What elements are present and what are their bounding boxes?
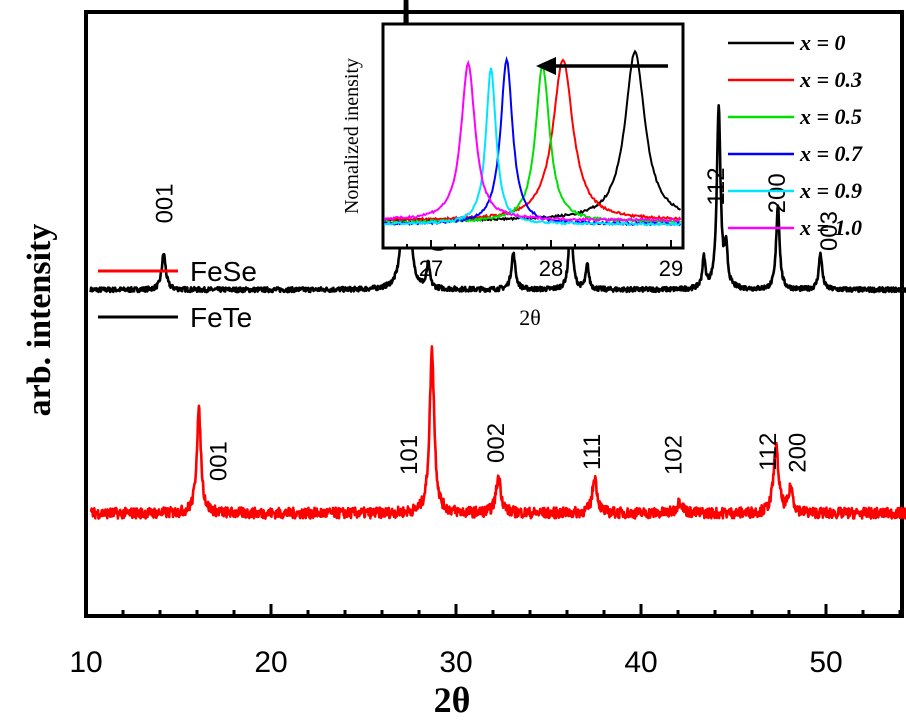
y-axis-title: arb. intensity (21, 224, 58, 417)
composition-legend: x = 0 x = 0.3 x = 0.5 x = 0.7 x = 0.9 x = 1.0 (728, 30, 863, 240)
inset-x-tick-label: 29 (659, 256, 683, 281)
inset-x-axis (406, 240, 672, 248)
inset-x-axis-title: 2θ (519, 305, 541, 330)
composition-label: x = 0 (799, 30, 846, 55)
peak-label: 002 (483, 423, 510, 463)
inset-series (383, 49, 682, 227)
peak-label: 001 (152, 183, 179, 223)
inset-chart: 27 28 29 Nomalized inensity 2θ (341, 22, 685, 330)
x-tick-label: 40 (624, 646, 657, 679)
inset-series-line (384, 58, 682, 222)
inset-series-line (383, 59, 681, 223)
peak-label: 111 (579, 434, 606, 470)
peak-label: 112 (703, 167, 730, 205)
series-line-fese (89, 345, 906, 520)
x-tick-label: 10 (69, 646, 102, 679)
inset-x-tick-label: 28 (539, 256, 563, 281)
series-line-fete (89, 0, 906, 294)
x-tick-label: 30 (439, 646, 472, 679)
x-axis (84, 604, 902, 616)
composition-label: x = 0.7 (799, 141, 863, 166)
peak-label: 001 (205, 441, 232, 481)
x-axis-title: 2θ (434, 680, 471, 720)
inset-x-tick-labels: 27 28 29 (419, 256, 683, 281)
legend-label-fete: FeTe (190, 302, 252, 333)
composition-label: x = 0.3 (799, 67, 862, 92)
peak-label: 102 (660, 435, 687, 475)
peak-label: 003 (816, 211, 843, 251)
composition-label: x = 0.5 (799, 104, 862, 129)
x-tick-label: 20 (254, 646, 287, 679)
main-series (89, 0, 906, 520)
peak-label: 112 (755, 433, 782, 471)
x-tick-labels: 10 20 30 40 50 (69, 646, 842, 679)
legend-label-fese: FeSe (190, 256, 257, 287)
inset-y-axis-title: Nomalized inensity (341, 58, 363, 214)
composition-label: x = 0.9 (799, 178, 862, 203)
main-legend: FeSe FeTe (98, 256, 257, 333)
composition-label: x = 1.0 (799, 215, 862, 240)
x-tick-label: 50 (809, 646, 842, 679)
peak-label: 101 (396, 435, 423, 475)
peak-label: 200 (764, 173, 791, 213)
inset-x-tick-label: 27 (419, 256, 443, 281)
shift-arrow (536, 57, 668, 75)
inset-series-line (383, 67, 682, 227)
peak-label: 200 (784, 433, 811, 473)
